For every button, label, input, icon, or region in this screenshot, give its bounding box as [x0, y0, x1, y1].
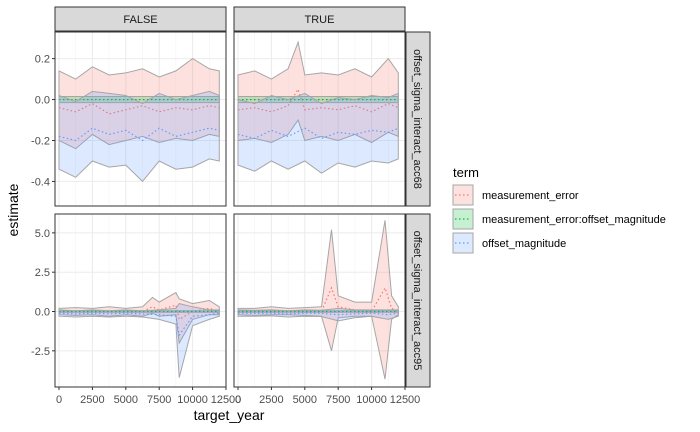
- panel-background: [55, 214, 226, 387]
- panel-background: [234, 32, 405, 206]
- x-tick-label: 12500: [211, 394, 242, 406]
- mean-line-offset-magnitude: [237, 127, 399, 140]
- panel-border: [233, 31, 406, 207]
- x-tick-label: 10000: [356, 394, 387, 406]
- panel-background: [234, 214, 405, 387]
- x-axis-title: target_year: [194, 407, 265, 423]
- x-tick-label: 10000: [177, 394, 208, 406]
- y-tick-label: 0.0: [35, 95, 50, 107]
- y-tick-label: -0.4: [31, 176, 50, 188]
- facet-panel: 0 2500 5000 7500 10000 12500: [233, 213, 421, 406]
- y-tick-label: 5.0: [35, 228, 50, 240]
- legend: term measurement_error measurement_error:…: [452, 165, 666, 254]
- legend-label: measurement_error: [482, 190, 579, 202]
- x-tick-label: 2500: [80, 394, 104, 406]
- panels-layer: FALSE TRUE offset_sigma_interact_acc68offs…: [31, 6, 431, 406]
- facet-panel: 5.0 2.5 0.0 -2.5 0 2500 5000 7500 10000 12500: [31, 213, 242, 406]
- legend-item: measurement_error:offset_magnitude: [452, 208, 666, 230]
- row-strip: [405, 213, 431, 388]
- row-strip-label: offset_sigma_interact_acc95: [411, 231, 423, 371]
- legend-item: measurement_error: [452, 184, 579, 206]
- panel-background: [55, 32, 226, 206]
- facet-panel: [233, 31, 406, 207]
- legend-title: term: [453, 165, 479, 180]
- ribbon-offset-magnitude: [237, 92, 399, 174]
- y-axis-title: estimate: [5, 183, 21, 236]
- x-tick-label: 7500: [326, 394, 350, 406]
- mean-line-offset-magnitude: [58, 127, 220, 142]
- x-tick-label: 5000: [114, 394, 138, 406]
- panel-border: [54, 213, 227, 388]
- facet-panel: 0.2 0.0 -0.2 -0.4: [31, 31, 227, 207]
- ribbon-offset-magnitude: [58, 90, 220, 183]
- legend-label: offset_magnitude: [482, 238, 566, 250]
- col-strip-label: TRUE: [305, 14, 335, 26]
- y-tick-label: 2.5: [35, 267, 50, 279]
- y-tick-label: -2.5: [31, 346, 50, 358]
- x-tick-label: 12500: [390, 394, 421, 406]
- x-tick-label: 0: [235, 394, 241, 406]
- col-strip: [54, 6, 227, 32]
- col-strip-label: FALSE: [123, 14, 157, 26]
- row-strip-label: offset_sigma_interact_acc68: [411, 49, 423, 189]
- y-tick-label: 0.2: [35, 54, 50, 66]
- ribbon-offset-magnitude: [58, 303, 220, 378]
- legend-item: offset_magnitude: [452, 232, 566, 254]
- y-tick-label: 0.0: [35, 307, 50, 319]
- x-tick-label: 7500: [147, 394, 171, 406]
- col-strip: [233, 6, 406, 32]
- ribbon-offset-magnitude: [237, 307, 399, 322]
- legend-label: measurement_error:offset_magnitude: [482, 214, 666, 226]
- x-tick-label: 0: [56, 394, 62, 406]
- y-tick-label: -0.2: [31, 135, 50, 147]
- panel-border: [233, 213, 406, 388]
- mean-line-measurement-error: [237, 87, 399, 113]
- row-strip: [405, 31, 431, 207]
- x-tick-label: 2500: [259, 394, 283, 406]
- x-tick-label: 5000: [293, 394, 317, 406]
- panel-border: [54, 31, 227, 207]
